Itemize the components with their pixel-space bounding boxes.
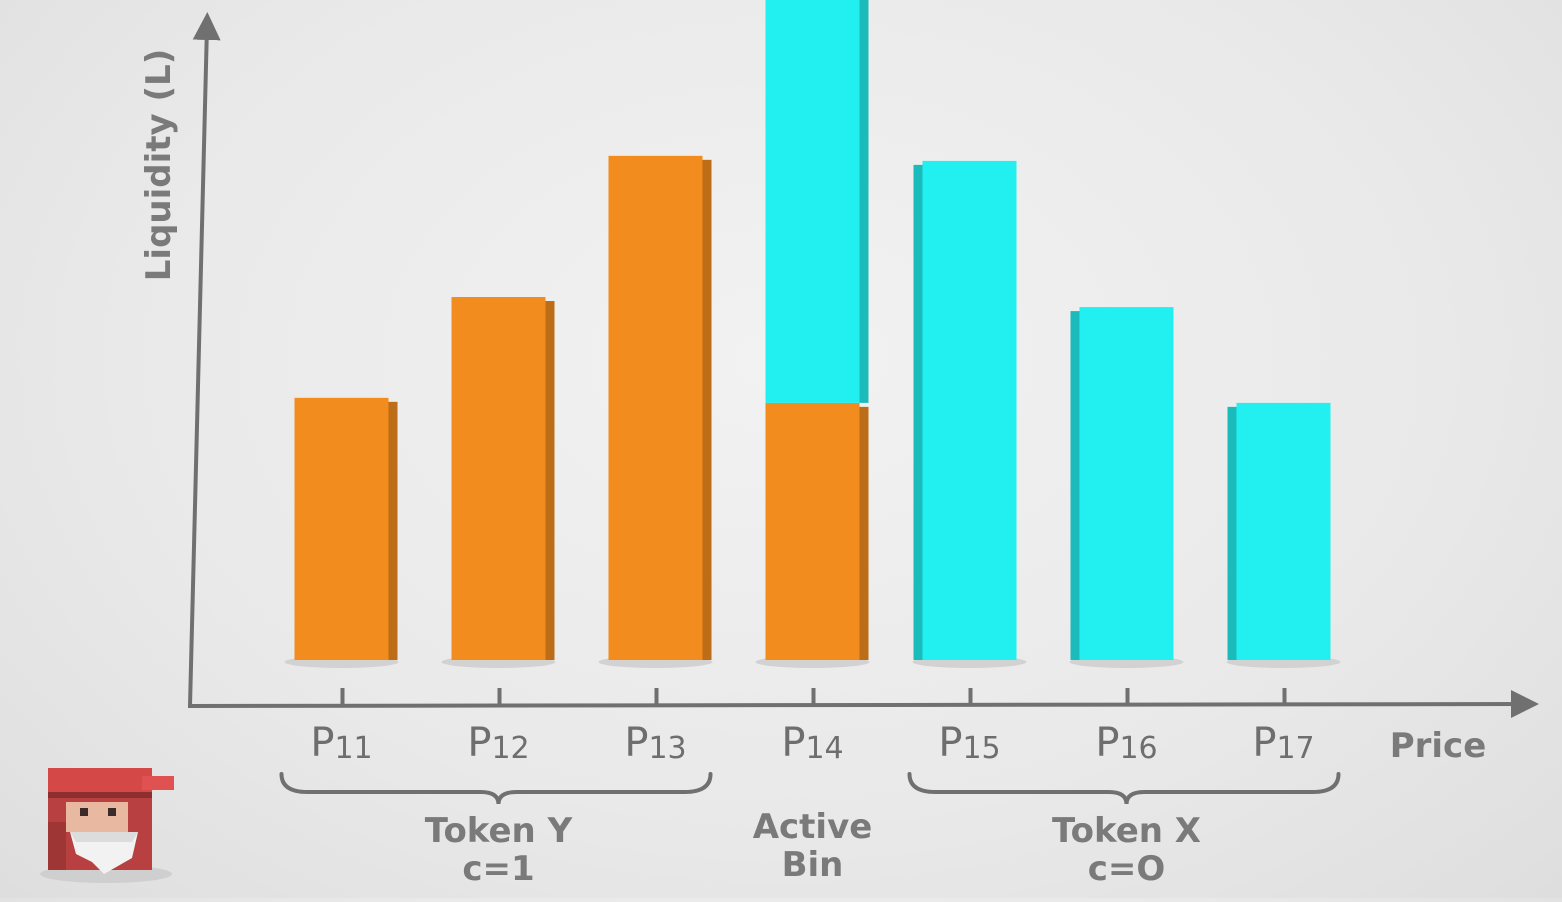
bar-p12-segment-1 bbox=[451, 297, 546, 660]
group-label-line: c=1 bbox=[462, 849, 534, 889]
tick-label-base: P bbox=[1252, 720, 1276, 766]
bar-p14-segment-2 bbox=[765, 0, 860, 403]
bar-p13-segment-1 bbox=[608, 155, 703, 660]
group-label-line: Active bbox=[753, 807, 873, 847]
tick-label-base: P bbox=[624, 720, 648, 766]
x-ticks bbox=[340, 688, 1287, 706]
tick-label-index: 17 bbox=[1276, 731, 1314, 766]
x-axis-title: Price bbox=[1390, 726, 1487, 766]
bar-p11-segment-1 bbox=[294, 397, 389, 660]
bar-side-face bbox=[1227, 406, 1237, 660]
bar-p17-segment-2 bbox=[1236, 402, 1331, 660]
tick-label-p17: P17 bbox=[1252, 720, 1314, 766]
bar-p15-segment-2 bbox=[922, 160, 1017, 660]
bar-side-face bbox=[913, 164, 923, 660]
tick-label-base: P bbox=[310, 720, 334, 766]
group-label-line: Token X bbox=[1052, 811, 1201, 851]
red-cap-gnome-mascot-icon bbox=[40, 768, 174, 883]
bar-p16-segment-2 bbox=[1079, 307, 1174, 660]
bars-layer bbox=[294, 0, 1331, 660]
tick-label-base: P bbox=[938, 720, 962, 766]
tick-label-base: P bbox=[467, 720, 491, 766]
tick-label-p13: P13 bbox=[624, 720, 686, 766]
tick-label-index: 11 bbox=[334, 731, 372, 766]
tick-label-index: 12 bbox=[491, 731, 529, 766]
y-axis bbox=[188, 12, 221, 707]
group-brace bbox=[907, 772, 1341, 805]
tick-label-index: 16 bbox=[1119, 731, 1157, 766]
tick-label-base: P bbox=[781, 720, 805, 766]
tick-label-index: 14 bbox=[805, 731, 843, 766]
tick-label-index: 15 bbox=[962, 731, 1000, 766]
x-axis bbox=[187, 690, 1539, 719]
bar-side-face bbox=[1070, 311, 1080, 660]
tick-label-p11: P11 bbox=[310, 720, 372, 766]
tick-label-p12: P12 bbox=[467, 720, 529, 766]
bar-side-face bbox=[388, 401, 398, 660]
group-label-line: c=O bbox=[1088, 849, 1166, 889]
tick-label-p16: P16 bbox=[1095, 720, 1157, 766]
group-label-line: Bin bbox=[782, 845, 844, 885]
bar-p14-segment-1 bbox=[765, 402, 860, 660]
tick-label-p15: P15 bbox=[938, 720, 1000, 766]
x-tick-labels: P11 P12 P13 P14 P15 P16 P17 bbox=[310, 720, 1314, 766]
y-axis-title: Liquidity (L) bbox=[139, 49, 179, 282]
group-brace bbox=[279, 772, 713, 805]
bar-side-face bbox=[702, 159, 712, 660]
tick-label-p14: P14 bbox=[781, 720, 843, 766]
bar-side-face bbox=[859, 0, 869, 403]
tick-label-base: P bbox=[1095, 720, 1119, 766]
bar-side-face bbox=[859, 406, 869, 660]
bar-side-face bbox=[545, 301, 555, 660]
group-label-line: Token Y bbox=[425, 811, 573, 851]
tick-label-index: 13 bbox=[648, 731, 686, 766]
